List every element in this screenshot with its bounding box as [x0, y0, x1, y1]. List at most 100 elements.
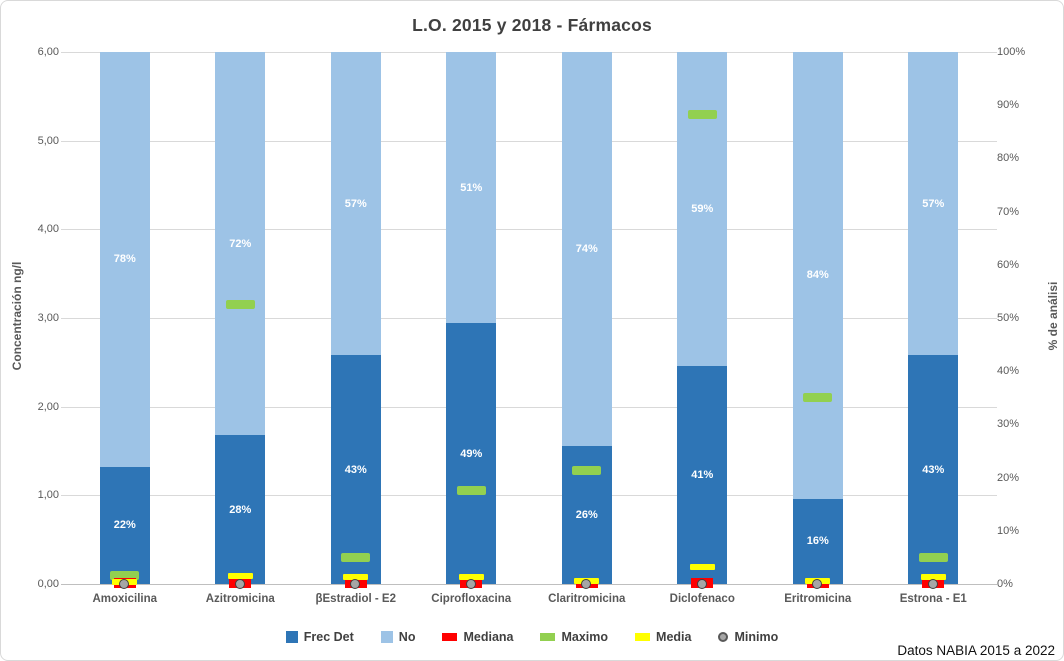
- right-axis-tick-label: 20%: [997, 471, 1020, 484]
- bar-segment-frec-det: [446, 323, 497, 584]
- right-axis-tick-label: 40%: [997, 365, 1020, 378]
- bar-segment-no: [446, 52, 497, 324]
- legend-item-mediana: Mediana: [442, 630, 513, 644]
- bar-segment-frec-det: [677, 365, 728, 584]
- bar-label-frec-det: 26%: [575, 508, 598, 521]
- y-axis-tick-label: 4,00: [37, 223, 59, 236]
- bar-label-frec-det: 28%: [229, 503, 252, 516]
- x-axis-category-label: βEstradiol - E2: [315, 593, 396, 605]
- bar-label-frec-det: 22%: [113, 519, 136, 532]
- marker-maximo: [225, 300, 255, 310]
- bar-segment-no: [561, 52, 612, 446]
- bar-segment-frec-det: [908, 355, 959, 584]
- legend-label: Maximo: [561, 630, 609, 644]
- marker-media: [689, 564, 715, 571]
- legend-label: Frec Det: [303, 630, 354, 644]
- legend-swatch-maximo-icon: [540, 633, 556, 641]
- legend-item-media: Media: [635, 630, 691, 644]
- bar-label-no: 57%: [344, 197, 367, 210]
- right-axis-tick-label: 70%: [997, 205, 1020, 218]
- legend-swatch-media-icon: [635, 633, 651, 641]
- right-axis-tick-label: 90%: [997, 99, 1020, 112]
- marker-minimo: [812, 578, 823, 589]
- right-axis-tick-label: 60%: [997, 258, 1020, 271]
- bar-label-no: 72%: [229, 237, 252, 250]
- right-axis-tick-label: 50%: [997, 312, 1020, 324]
- gridline: [61, 52, 997, 53]
- marker-media: [343, 573, 369, 580]
- right-axis-tick-label: 80%: [997, 152, 1020, 165]
- legend-swatch-no-icon: [380, 631, 393, 643]
- x-axis-category-label: Eritromicina: [784, 593, 852, 605]
- gridline: [61, 406, 997, 408]
- chart-legend: Frec Det No Mediana Maximo Media Minimo: [1, 630, 1063, 644]
- marker-minimo: [696, 578, 707, 589]
- marker-minimo: [927, 578, 938, 589]
- marker-minimo: [234, 578, 245, 589]
- legend-swatch-frec-det-icon: [285, 631, 298, 643]
- bar-segment-no: [677, 52, 728, 366]
- bar-segment-frec-det: [99, 466, 150, 584]
- legend-label: Minimo: [734, 630, 779, 644]
- legend-swatch-minimo-icon: [718, 632, 729, 642]
- bar-label-frec-det: 43%: [922, 463, 945, 476]
- x-axis-category-label: Amoxicilina: [92, 593, 158, 605]
- marker-minimo: [465, 578, 476, 589]
- marker-maximo: [572, 466, 602, 475]
- marker-maximo: [803, 393, 833, 403]
- x-axis-category-label: Diclofenaco: [669, 593, 735, 605]
- bar-label-no: 57%: [922, 197, 945, 210]
- y-axis-tick-label: 1,00: [37, 489, 59, 502]
- right-axis-title: % de análisi: [1046, 281, 1060, 351]
- gridline: [61, 318, 997, 319]
- gridline: [61, 229, 997, 231]
- bar-segment-no: [908, 52, 959, 356]
- bar-label-frec-det: 16%: [806, 535, 829, 548]
- right-axis-tick-label: 100%: [997, 46, 1026, 58]
- y-axis-tick-label: 2,00: [37, 400, 59, 413]
- marker-maximo: [110, 570, 140, 580]
- x-axis-category-label: Ciprofloxacina: [431, 593, 512, 605]
- bar-segment-no: [330, 52, 381, 356]
- marker-minimo: [350, 578, 361, 589]
- legend-swatch-mediana-icon: [442, 633, 458, 641]
- x-axis-line: [61, 584, 997, 585]
- bar-segment-no: [99, 52, 150, 467]
- marker-minimo: [119, 578, 130, 589]
- bar-label-no: 59%: [691, 202, 714, 215]
- right-axis-tick-label: 30%: [997, 418, 1020, 431]
- legend-item-maximo: Maximo: [540, 630, 608, 644]
- bar-label-frec-det: 43%: [344, 463, 367, 476]
- gridline: [61, 495, 997, 497]
- bar-segment-frec-det: [215, 435, 266, 584]
- marker-minimo: [581, 578, 592, 589]
- legend-item-minimo: Minimo: [718, 630, 778, 644]
- bar-label-no: 51%: [460, 181, 483, 194]
- bar-label-no: 74%: [575, 242, 598, 255]
- y-axis-tick-label: 3,00: [37, 312, 59, 324]
- x-axis-category-label: Azitromicina: [205, 593, 275, 605]
- marker-media: [227, 573, 253, 580]
- y-axis-tick-label: 0,00: [37, 578, 59, 590]
- y-axis-tick-label: 6,00: [37, 46, 59, 58]
- bar-label-frec-det: 49%: [460, 447, 483, 460]
- marker-maximo: [456, 486, 486, 496]
- legend-label: Mediana: [463, 630, 514, 644]
- bar-label-frec-det: 41%: [691, 468, 714, 481]
- marker-media: [920, 573, 946, 580]
- marker-maximo: [341, 552, 371, 562]
- legend-item-frec-det: Frec Det: [285, 630, 354, 644]
- marker-maximo: [918, 552, 948, 562]
- marker-media: [458, 573, 484, 580]
- legend-item-no: No: [380, 630, 416, 644]
- source-note: Datos NABIA 2015 a 2022: [897, 643, 1055, 658]
- bar-label-no: 78%: [113, 253, 136, 266]
- x-axis-category-label: Claritromicina: [548, 593, 626, 605]
- legend-label: No: [398, 630, 416, 644]
- legend-label: Media: [656, 630, 692, 644]
- bar-segment-frec-det: [792, 498, 843, 584]
- x-axis-category-label: Estrona - E1: [899, 593, 967, 605]
- right-axis-tick-label: 0%: [997, 578, 1013, 590]
- bar-label-no: 84%: [806, 269, 829, 282]
